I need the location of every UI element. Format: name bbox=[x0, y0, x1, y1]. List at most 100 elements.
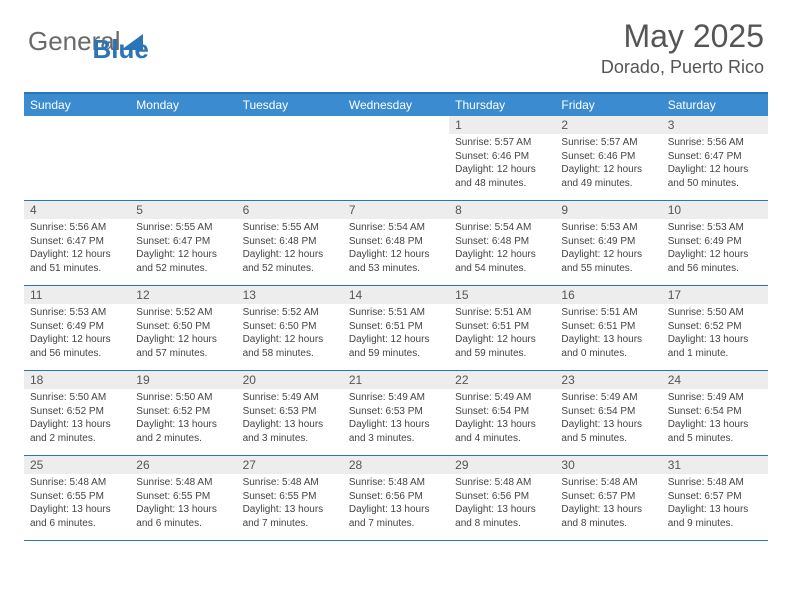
day-number bbox=[130, 116, 236, 134]
info-line: Daylight: 12 hours bbox=[30, 333, 124, 347]
day-info: Sunrise: 5:50 AMSunset: 6:52 PMDaylight:… bbox=[662, 306, 768, 360]
day-number: 7 bbox=[343, 201, 449, 219]
day-cell: 1Sunrise: 5:57 AMSunset: 6:46 PMDaylight… bbox=[449, 116, 555, 200]
info-line: Sunrise: 5:50 AM bbox=[30, 391, 124, 405]
info-line: Sunrise: 5:55 AM bbox=[136, 221, 230, 235]
info-line: Daylight: 12 hours bbox=[243, 333, 337, 347]
info-line: Daylight: 13 hours bbox=[136, 503, 230, 517]
info-line: and 59 minutes. bbox=[455, 347, 549, 361]
info-line: Sunset: 6:52 PM bbox=[668, 320, 762, 334]
day-cell: 19Sunrise: 5:50 AMSunset: 6:52 PMDayligh… bbox=[130, 371, 236, 455]
day-cell: 24Sunrise: 5:49 AMSunset: 6:54 PMDayligh… bbox=[662, 371, 768, 455]
info-line: Daylight: 13 hours bbox=[30, 418, 124, 432]
day-number: 25 bbox=[24, 456, 130, 474]
day-number: 22 bbox=[449, 371, 555, 389]
day-info: Sunrise: 5:54 AMSunset: 6:48 PMDaylight:… bbox=[343, 221, 449, 275]
day-cell: 2Sunrise: 5:57 AMSunset: 6:46 PMDaylight… bbox=[555, 116, 661, 200]
day-info: Sunrise: 5:53 AMSunset: 6:49 PMDaylight:… bbox=[662, 221, 768, 275]
day-header: Tuesday bbox=[237, 94, 343, 116]
day-number: 24 bbox=[662, 371, 768, 389]
info-line: Sunrise: 5:57 AM bbox=[455, 136, 549, 150]
day-info: Sunrise: 5:55 AMSunset: 6:47 PMDaylight:… bbox=[130, 221, 236, 275]
day-cell: 21 Sunrise: 5:49 AMSunset: 6:53 PMDayligh… bbox=[343, 371, 449, 455]
day-number bbox=[237, 116, 343, 134]
day-cell: 5Sunrise: 5:55 AMSunset: 6:47 PMDaylight… bbox=[130, 201, 236, 285]
info-line: Sunset: 6:56 PM bbox=[455, 490, 549, 504]
day-cell: 14Sunrise: 5:51 AMSunset: 6:51 PMDayligh… bbox=[343, 286, 449, 370]
info-line: Daylight: 13 hours bbox=[668, 333, 762, 347]
info-line: Sunset: 6:47 PM bbox=[30, 235, 124, 249]
day-cell: 23Sunrise: 5:49 AMSunset: 6:54 PMDayligh… bbox=[555, 371, 661, 455]
info-line: Daylight: 13 hours bbox=[455, 418, 549, 432]
info-line: Sunrise: 5:48 AM bbox=[136, 476, 230, 490]
page-header: General Blue May 2025 Dorado, Puerto Ric… bbox=[0, 0, 792, 86]
info-line: and 7 minutes. bbox=[349, 517, 443, 531]
info-line: and 58 minutes. bbox=[243, 347, 337, 361]
info-line: Sunset: 6:48 PM bbox=[349, 235, 443, 249]
info-line: Daylight: 13 hours bbox=[136, 418, 230, 432]
info-line: and 9 minutes. bbox=[668, 517, 762, 531]
day-cell: 7 Sunrise: 5:54 AMSunset: 6:48 PMDaylight… bbox=[343, 201, 449, 285]
info-line: Sunrise: 5:56 AM bbox=[668, 136, 762, 150]
info-line: and 59 minutes. bbox=[349, 347, 443, 361]
info-line: Daylight: 12 hours bbox=[349, 248, 443, 262]
day-info: Sunrise: 5:49 AMSunset: 6:53 PMDaylight:… bbox=[237, 391, 343, 445]
day-info: Sunrise: 5:54 AMSunset: 6:48 PMDaylight:… bbox=[449, 221, 555, 275]
info-line: and 52 minutes. bbox=[136, 262, 230, 276]
day-number: 18 bbox=[24, 371, 130, 389]
day-info: Sunrise: 5:53 AMSunset: 6:49 PMDaylight:… bbox=[24, 306, 130, 360]
day-info: Sunrise: 5:48 AMSunset: 6:56 PMDaylight:… bbox=[449, 476, 555, 530]
day-number: 27 bbox=[237, 456, 343, 474]
info-line: and 4 minutes. bbox=[455, 432, 549, 446]
info-line: Daylight: 13 hours bbox=[30, 503, 124, 517]
day-header: Friday bbox=[555, 94, 661, 116]
calendar: Sunday Monday Tuesday Wednesday Thursday… bbox=[24, 92, 768, 541]
info-line: Sunrise: 5:48 AM bbox=[243, 476, 337, 490]
info-line: and 49 minutes. bbox=[561, 177, 655, 191]
info-line: Sunrise: 5:49 AM bbox=[455, 391, 549, 405]
day-cell bbox=[130, 116, 236, 200]
info-line: Sunrise: 5:50 AM bbox=[136, 391, 230, 405]
day-cell: 30Sunrise: 5:48 AMSunset: 6:57 PMDayligh… bbox=[555, 456, 661, 540]
day-number: 10 bbox=[662, 201, 768, 219]
info-line: Sunset: 6:53 PM bbox=[243, 405, 337, 419]
info-line: Daylight: 12 hours bbox=[455, 248, 549, 262]
day-cell: 8 Sunrise: 5:54 AMSunset: 6:48 PMDaylight… bbox=[449, 201, 555, 285]
info-line: Sunrise: 5:56 AM bbox=[30, 221, 124, 235]
day-number: 8 bbox=[449, 201, 555, 219]
info-line: Sunrise: 5:49 AM bbox=[349, 391, 443, 405]
info-line: Daylight: 13 hours bbox=[243, 503, 337, 517]
day-info: Sunrise: 5:48 AMSunset: 6:55 PMDaylight:… bbox=[24, 476, 130, 530]
day-cell bbox=[237, 116, 343, 200]
info-line: Sunset: 6:54 PM bbox=[561, 405, 655, 419]
day-info: Sunrise: 5:49 AMSunset: 6:53 PMDaylight:… bbox=[343, 391, 449, 445]
info-line: Daylight: 13 hours bbox=[668, 503, 762, 517]
day-cell: 4Sunrise: 5:56 AMSunset: 6:47 PMDaylight… bbox=[24, 201, 130, 285]
info-line: and 5 minutes. bbox=[668, 432, 762, 446]
day-info: Sunrise: 5:56 AMSunset: 6:47 PMDaylight:… bbox=[24, 221, 130, 275]
info-line: and 56 minutes. bbox=[30, 347, 124, 361]
week-row: 11Sunrise: 5:53 AMSunset: 6:49 PMDayligh… bbox=[24, 286, 768, 371]
info-line: Sunrise: 5:49 AM bbox=[668, 391, 762, 405]
day-number: 12 bbox=[130, 286, 236, 304]
info-line: Sunset: 6:49 PM bbox=[668, 235, 762, 249]
info-line: and 5 minutes. bbox=[561, 432, 655, 446]
info-line: Sunset: 6:52 PM bbox=[136, 405, 230, 419]
info-line: and 3 minutes. bbox=[243, 432, 337, 446]
info-line: Daylight: 12 hours bbox=[349, 333, 443, 347]
info-line: Daylight: 12 hours bbox=[136, 248, 230, 262]
day-info: Sunrise: 5:48 AMSunset: 6:57 PMDaylight:… bbox=[555, 476, 661, 530]
day-number: 21 bbox=[343, 371, 449, 389]
day-cell bbox=[343, 116, 449, 200]
info-line: Sunrise: 5:53 AM bbox=[30, 306, 124, 320]
location-text: Dorado, Puerto Rico bbox=[601, 57, 764, 78]
info-line: and 53 minutes. bbox=[349, 262, 443, 276]
day-cell: 22Sunrise: 5:49 AMSunset: 6:54 PMDayligh… bbox=[449, 371, 555, 455]
info-line: and 0 minutes. bbox=[561, 347, 655, 361]
info-line: Daylight: 12 hours bbox=[561, 163, 655, 177]
day-info: Sunrise: 5:55 AMSunset: 6:48 PMDaylight:… bbox=[237, 221, 343, 275]
day-number: 2 bbox=[555, 116, 661, 134]
info-line: Daylight: 13 hours bbox=[455, 503, 549, 517]
day-info: Sunrise: 5:53 AMSunset: 6:49 PMDaylight:… bbox=[555, 221, 661, 275]
info-line: Daylight: 13 hours bbox=[561, 418, 655, 432]
